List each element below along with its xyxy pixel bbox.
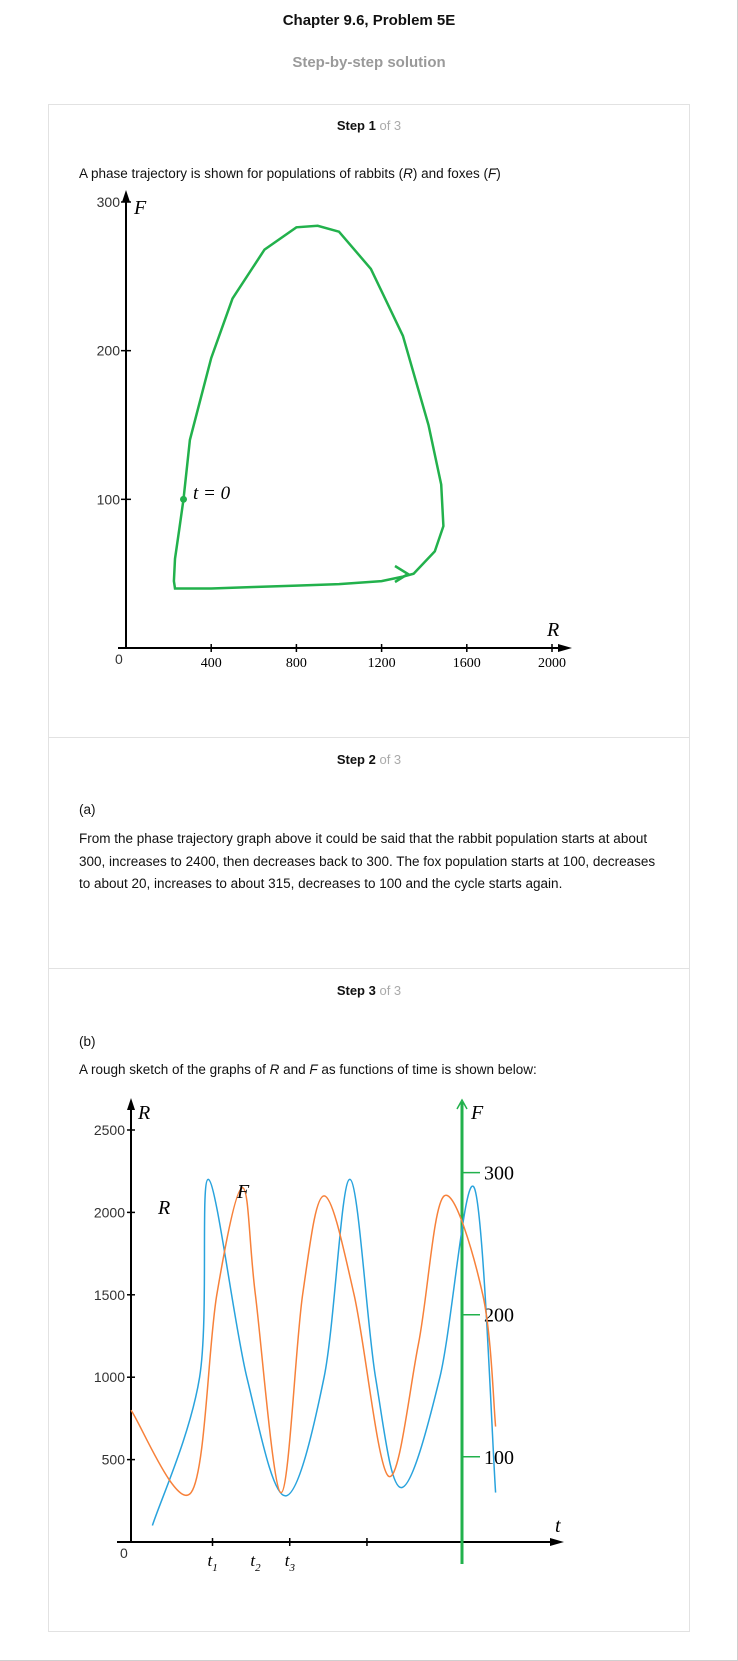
t-axis-label: t [555,1515,561,1537]
r-axis-arrow [558,644,572,652]
step-1-intro: A phase trajectory is shown for populati… [79,166,501,181]
y-tick-label: 1000 [94,1369,125,1385]
step-label: Step 1 [336,118,376,133]
y-tick-label: 500 [102,1452,126,1468]
step-divider [48,968,690,969]
chapter-title: Chapter 9.6, Problem 5E [282,12,456,29]
x-tick-label: 400 [201,656,222,671]
fox-curve [130,1186,497,1497]
time-series-chart: 500 1000 1500 2000 2500 100 200 300 t1 t2 t3 0 R F… [94,1098,564,1574]
y-tick-label: 300 [97,194,121,210]
part-a-explanation: From the phase trajectory graph above it… [79,831,656,891]
part-a-label: (a) [79,802,96,817]
step-divider [48,737,690,738]
rabbit-curve [151,1178,497,1526]
origin-label: 0 [120,1545,128,1561]
step-2-heading: Step 2 of 3 [48,752,690,767]
y2-tick-label: 100 [484,1447,514,1469]
x-tick-label: t2 [250,1551,261,1574]
x-tick-label: t3 [285,1551,296,1574]
solution-subtitle: Step-by-step solution [292,54,446,71]
solution-container [48,104,690,1632]
trajectory-curve [172,224,445,590]
f-axis-arrow [456,1098,468,1110]
y-tick-label: 100 [97,491,121,507]
r-axis-label: R [137,1102,150,1124]
r-curve-label: R [157,1197,170,1219]
phase-trajectory-chart: 400 800 1200 1600 2000 100 200 300 0 F R t = 0 [97,190,572,671]
step-count: of 3 [379,118,402,133]
f-curve-label: F [236,1181,250,1203]
x-tick-label: 1200 [368,656,396,671]
step-label: Step 2 [336,752,376,767]
y2-tick-label: 300 [484,1163,514,1185]
x-tick-label: 1600 [453,656,481,671]
x-tick-label: 2000 [538,656,566,671]
part-b-label: (b) [79,1034,96,1049]
f-axis-label: F [470,1102,484,1124]
y-tick-label: 200 [97,343,121,359]
step-1-heading: Step 1 of 3 [48,118,690,133]
step-count: of 3 [379,983,402,998]
r-axis-label: R [546,619,559,641]
t0-annotation: t = 0 [193,483,231,504]
direction-arrow-icon [394,564,411,584]
origin-label: 0 [115,651,123,667]
t-axis-arrow [550,1538,564,1546]
y-tick-label: 2000 [94,1204,125,1220]
y2-tick-label: 200 [484,1305,514,1327]
y-tick-label: 1500 [94,1287,125,1303]
f-axis-arrow [122,190,130,202]
step-count: of 3 [379,752,402,767]
f-axis-label: F [133,197,147,219]
x-tick-label: t1 [208,1551,218,1574]
x-tick-label: 800 [286,656,307,671]
part-b-intro: A rough sketch of the graphs of R and F … [79,1062,537,1077]
y-tick-label: 2500 [94,1122,125,1138]
r-axis-arrow [127,1098,135,1110]
step-label: Step 3 [336,983,376,998]
step-3-heading: Step 3 of 3 [48,983,690,998]
start-point [180,495,188,503]
